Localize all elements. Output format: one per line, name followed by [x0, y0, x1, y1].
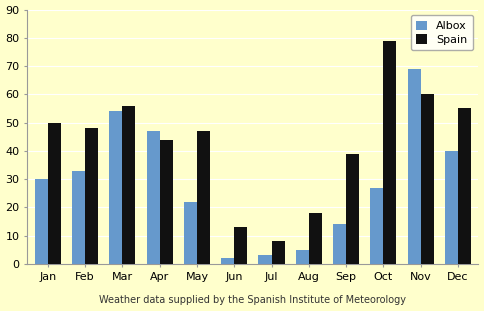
Bar [383, 41, 396, 264]
Bar [234, 227, 247, 264]
Bar [72, 171, 85, 264]
Bar [184, 202, 197, 264]
Legend: Albox, Spain: Albox, Spain [410, 15, 473, 50]
Bar [160, 140, 173, 264]
Bar [147, 131, 160, 264]
Bar [221, 258, 234, 264]
Bar [458, 109, 471, 264]
X-axis label: Weather data supplied by the Spanish Institute of Meteorology: Weather data supplied by the Spanish Ins… [99, 295, 407, 305]
Bar [346, 154, 359, 264]
Bar [272, 241, 285, 264]
Bar [122, 106, 136, 264]
Bar [333, 224, 346, 264]
Bar [445, 151, 458, 264]
Bar [109, 111, 122, 264]
Bar [309, 213, 322, 264]
Bar [408, 69, 421, 264]
Bar [197, 131, 210, 264]
Bar [258, 255, 272, 264]
Bar [85, 128, 98, 264]
Bar [421, 94, 434, 264]
Bar [296, 250, 309, 264]
Bar [35, 179, 48, 264]
Bar [48, 123, 61, 264]
Bar [370, 188, 383, 264]
